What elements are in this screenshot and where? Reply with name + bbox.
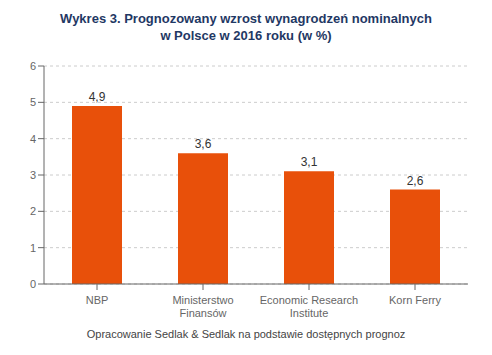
svg-text:MinisterstwoFinansów: MinisterstwoFinansów bbox=[172, 294, 233, 319]
html-text:w Polsce w 2016 roku (w %): w Polsce w 2016 roku (w %) bbox=[160, 28, 332, 43]
svg-text:Economic ResearchInstitute: Economic ResearchInstitute bbox=[260, 294, 358, 319]
svg-text:2,6: 2,6 bbox=[407, 174, 424, 188]
svg-text:0: 0 bbox=[30, 278, 36, 290]
svg-text:2: 2 bbox=[30, 205, 36, 217]
svg-text:NBP: NBP bbox=[86, 294, 109, 306]
svg-text:4,9: 4,9 bbox=[89, 90, 106, 104]
svg-text:4: 4 bbox=[30, 133, 36, 145]
svg-text:3,6: 3,6 bbox=[195, 137, 212, 151]
svg-text:5: 5 bbox=[30, 96, 36, 108]
svg-text:3,1: 3,1 bbox=[301, 155, 318, 169]
svg-text:3: 3 bbox=[30, 169, 36, 181]
html-text:Opracowanie Sedlak & Sedlak na: Opracowanie Sedlak & Sedlak na podstawie… bbox=[86, 328, 406, 340]
svg-text:1: 1 bbox=[30, 242, 36, 254]
svg-text:6: 6 bbox=[30, 60, 36, 72]
svg-text:Korn Ferry: Korn Ferry bbox=[389, 294, 441, 306]
html-text:Wykres 3. Prognozowany wzrost: Wykres 3. Prognozowany wzrost wynagrodze… bbox=[60, 11, 432, 26]
